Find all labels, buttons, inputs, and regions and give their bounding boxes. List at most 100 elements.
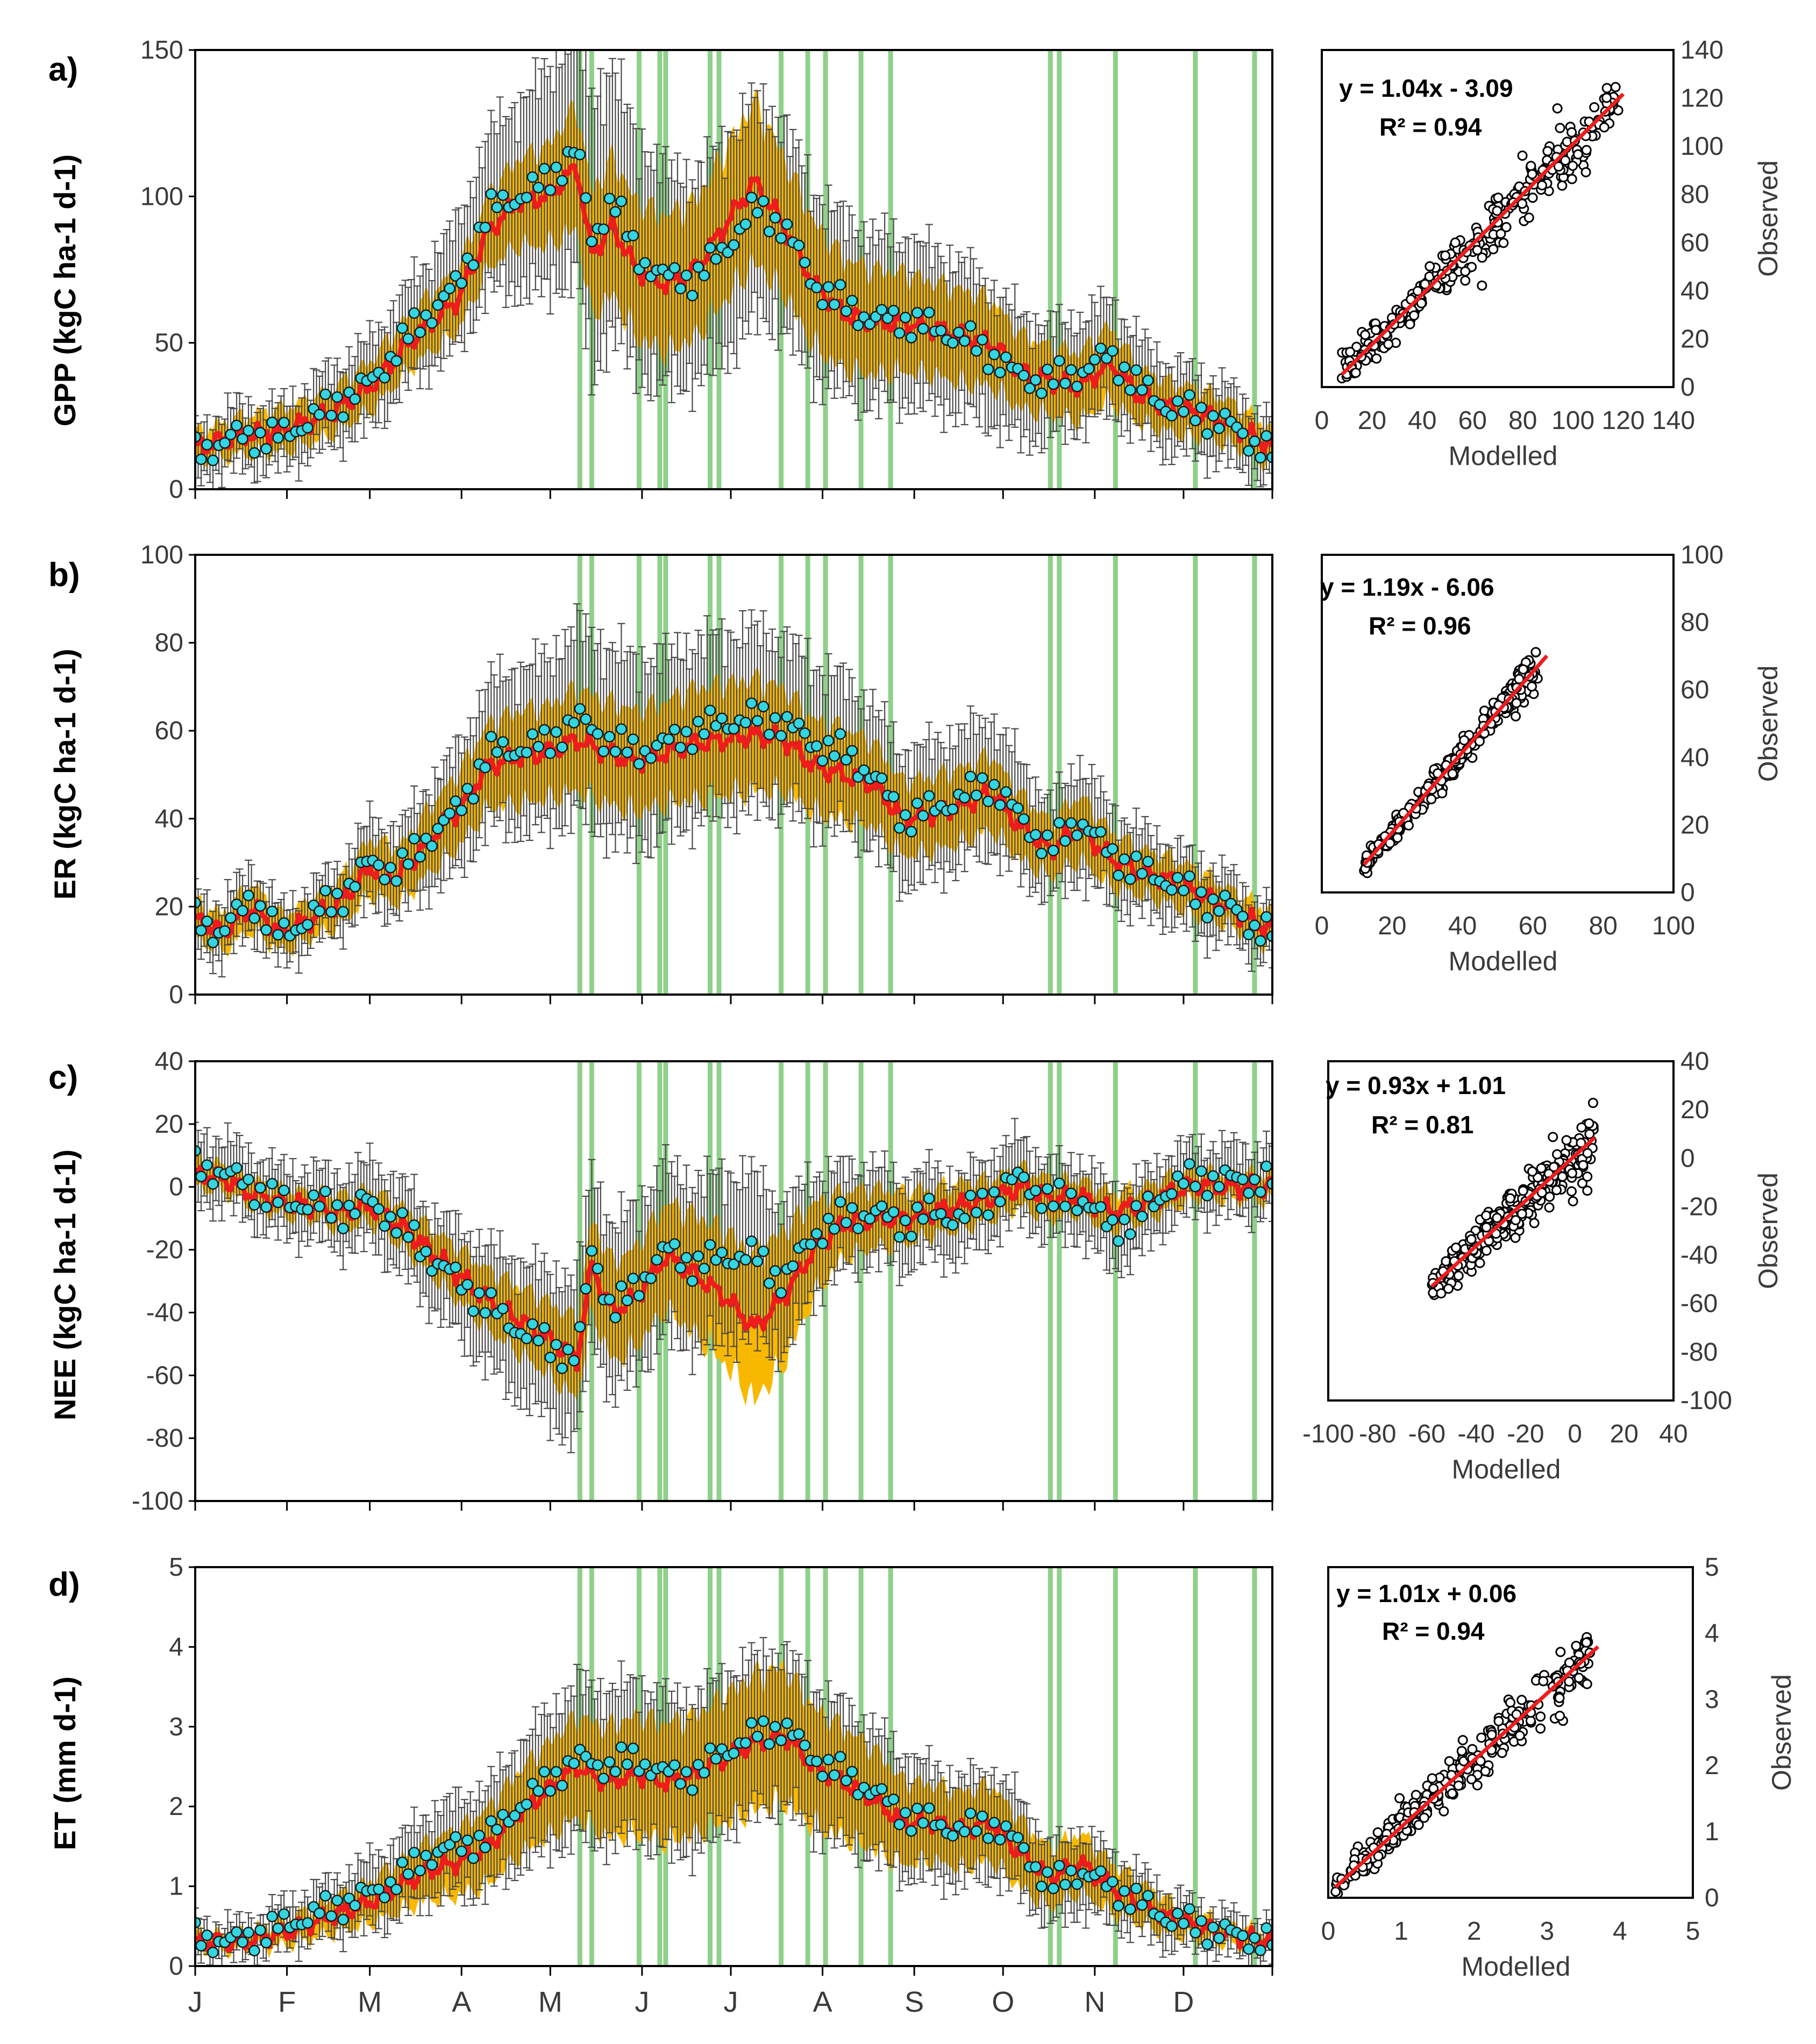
scatter-point — [1498, 238, 1509, 248]
observed-daily-marker — [692, 261, 704, 273]
observed-daily-marker — [716, 712, 728, 724]
y-tick-label: 40 — [1680, 1047, 1709, 1076]
observed-daily-marker — [526, 728, 539, 740]
observed-daily-marker — [763, 1277, 775, 1289]
x-tick-label: -100 — [1302, 1420, 1354, 1448]
observed-daily-marker — [526, 171, 539, 183]
y-tick-label: -80 — [1680, 1338, 1718, 1367]
observed-daily-marker — [1184, 1158, 1195, 1170]
scatter-point — [1488, 244, 1499, 255]
observed-daily-marker — [609, 206, 622, 218]
observed-daily-marker — [810, 740, 823, 752]
observed-daily-marker — [923, 306, 935, 319]
observed-daily-marker — [1213, 1181, 1225, 1193]
observed-daily-marker — [757, 195, 770, 207]
observed-daily-marker — [816, 755, 829, 767]
observed-daily-marker — [532, 1334, 545, 1347]
y-tick-label: 50 — [155, 329, 183, 358]
observed-daily-marker — [1059, 1200, 1071, 1212]
observed-daily-marker — [905, 826, 917, 838]
x-tick-label: 40 — [1408, 406, 1436, 435]
observed-daily-marker — [864, 1213, 876, 1225]
observed-daily-marker — [337, 411, 349, 423]
observed-daily-marker — [846, 1202, 858, 1214]
observed-daily-marker — [1065, 817, 1077, 829]
scatter-point — [1385, 838, 1395, 848]
observed-daily-marker — [302, 421, 314, 434]
observed-daily-marker — [935, 1207, 947, 1220]
observed-daily-marker — [521, 1332, 533, 1345]
panel-label-c: c) — [48, 1059, 78, 1096]
scatter-point — [1537, 180, 1548, 191]
observed-daily-marker — [544, 1352, 557, 1363]
observed-daily-marker — [781, 218, 793, 230]
observed-daily-marker — [1249, 919, 1260, 931]
observed-daily-marker — [751, 1255, 764, 1267]
observed-daily-marker — [603, 731, 616, 743]
observed-daily-marker — [769, 712, 781, 724]
observed-daily-marker — [1166, 410, 1178, 422]
observed-daily-marker — [349, 1208, 361, 1220]
observed-daily-marker — [254, 427, 266, 439]
observed-daily-marker — [1243, 445, 1255, 457]
observed-daily-marker — [1178, 1177, 1190, 1190]
y-tick-label: 120 — [1680, 84, 1724, 113]
observed-daily-marker — [390, 875, 402, 887]
observed-daily-marker — [319, 885, 331, 897]
observed-daily-marker — [763, 728, 775, 740]
observed-daily-marker — [396, 322, 408, 334]
observed-daily-marker — [668, 724, 681, 735]
observed-daily-marker — [1036, 387, 1048, 399]
y-tick-label: 100 — [1680, 541, 1724, 569]
observed-daily-marker — [455, 804, 467, 817]
scatter-point — [1552, 103, 1563, 114]
scatter-point — [1544, 1191, 1555, 1202]
observed-daily-marker — [367, 1196, 379, 1208]
observed-daily-marker — [1124, 384, 1136, 396]
observed-daily-marker — [840, 305, 852, 317]
observed-daily-marker — [408, 307, 420, 319]
observed-daily-marker — [479, 761, 492, 774]
observed-daily-marker — [887, 304, 900, 317]
observed-daily-marker — [597, 223, 610, 235]
observed-daily-marker — [964, 320, 977, 332]
observed-daily-marker — [574, 148, 586, 161]
observed-daily-marker — [1048, 1200, 1059, 1212]
y-axis-label: Observed — [1753, 1173, 1783, 1289]
scatter-point — [1481, 1222, 1492, 1233]
observed-daily-marker — [988, 348, 1000, 361]
observed-daily-marker — [373, 859, 384, 871]
observed-daily-marker — [438, 290, 450, 302]
observed-daily-marker — [1178, 405, 1190, 418]
observed-daily-marker — [970, 789, 982, 801]
observed-daily-marker — [325, 906, 337, 918]
x-tick-label: 120 — [1602, 406, 1645, 435]
observed-daily-marker — [586, 1245, 598, 1257]
observed-daily-marker — [1048, 845, 1059, 856]
observed-daily-marker — [680, 269, 693, 282]
observed-daily-marker — [1000, 786, 1012, 798]
scatter-point — [1511, 711, 1521, 721]
observed-daily-marker — [633, 758, 645, 770]
observed-daily-marker — [201, 1159, 213, 1171]
nee-regression-equation: y = 0.93x + 1.01 — [1326, 1071, 1506, 1099]
observed-daily-marker — [402, 858, 414, 870]
observed-daily-marker — [911, 797, 923, 809]
observed-daily-marker — [207, 454, 219, 467]
observed-daily-marker — [893, 822, 906, 834]
observed-daily-marker — [994, 367, 1006, 378]
observed-daily-marker — [852, 1223, 864, 1234]
observed-daily-marker — [272, 432, 284, 444]
y-tick-label: -100 — [1680, 1387, 1732, 1415]
scatter-point — [1460, 275, 1471, 286]
scatter-point — [1360, 330, 1371, 340]
scatter-point — [1526, 161, 1536, 171]
observed-daily-marker — [497, 1303, 509, 1314]
scatter-point — [1443, 1283, 1454, 1294]
observed-daily-marker — [722, 246, 734, 259]
x-tick-label: -80 — [1359, 1420, 1396, 1448]
observed-daily-marker — [946, 803, 959, 815]
observed-daily-marker — [1053, 817, 1065, 829]
scatter-point — [1383, 339, 1394, 349]
observed-daily-marker — [384, 1211, 396, 1223]
